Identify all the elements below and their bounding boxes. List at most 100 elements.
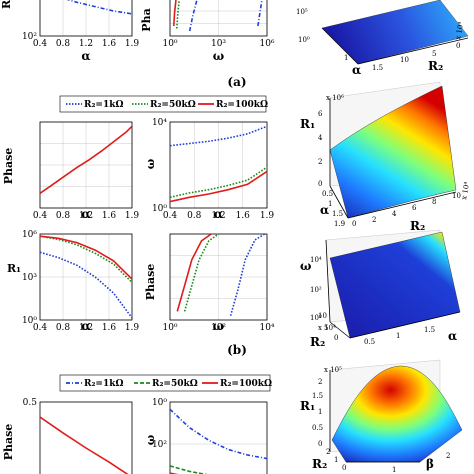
axes-frame-a-mid bbox=[169, 0, 268, 37]
surface-4-z-mult: x 10⁵ bbox=[324, 366, 342, 374]
surface-plot-1: 10⁵ 10⁰ 1 1.5 0 5 10 α R₂ x 10⁴ bbox=[296, 0, 469, 77]
surface-2-axis-left bbox=[329, 185, 349, 219]
axes-frame-a-left bbox=[39, 0, 133, 37]
surface-2-y-tick-3: 6 bbox=[412, 204, 417, 212]
xlabel-b-omega: α bbox=[214, 207, 223, 221]
x-tick-a-left-3: 1.6 bbox=[102, 39, 117, 49]
x-tick-b-r1-1: 0.8 bbox=[56, 323, 71, 333]
y-tick-a-left-0: 10² bbox=[22, 32, 37, 42]
legend-c-label-2: R₂=50kΩ bbox=[152, 379, 198, 389]
x-tick-a-mid-2: 10⁶ bbox=[259, 39, 274, 49]
series-line-a-mid-2 bbox=[188, 0, 198, 32]
legend-b-label-2: R₂=50kΩ bbox=[150, 100, 196, 110]
surface-1-axis-left bbox=[321, 27, 359, 65]
x-tick-b-phase-omega-0: 10⁰ bbox=[162, 323, 177, 333]
y-tick-c-omega-1: 10² bbox=[152, 440, 167, 450]
y-tick-b-r1-2: 10⁶ bbox=[22, 230, 37, 240]
surface-2-z-tick-3: 0 bbox=[318, 180, 322, 188]
x-tick-b-omega-2: 1.2 bbox=[211, 211, 225, 221]
surface-4-x-tick-1: 2 bbox=[446, 452, 450, 460]
x-tick-a-left-0: 0.4 bbox=[33, 39, 48, 49]
x-tick-a-mid-0: 10⁰ bbox=[162, 39, 177, 49]
ylabel-a-mid: Pha bbox=[140, 8, 153, 31]
panel-label-a: (a) bbox=[227, 75, 246, 89]
legend-b-label-1: R₂=1kΩ bbox=[84, 100, 123, 110]
surface-1-axis bbox=[357, 37, 469, 65]
ylabel-c-omega: ω bbox=[144, 434, 157, 445]
series-line-b-omega-0 bbox=[170, 125, 267, 147]
surface-4-z-tick-1: 1.5 bbox=[312, 392, 323, 400]
x-tick-b-phase-2: 1.2 bbox=[79, 211, 93, 221]
y-tick-b-r1-1: 10³ bbox=[22, 273, 37, 283]
xlabel-b-phase-omega: ω bbox=[213, 319, 224, 333]
axes-frame-b-omega bbox=[169, 121, 268, 209]
x-tick-b-phase-omega-1: 10² bbox=[211, 323, 226, 333]
axes-frame-c-phase bbox=[39, 401, 133, 474]
surface-3-axis-z bbox=[325, 239, 331, 323]
series-line-b-r1-1 bbox=[40, 235, 132, 283]
plot-a-mid: 10⁰ 10³ 10⁶ Pha ω bbox=[140, 0, 275, 63]
surface-1-y-tick-0: 0 bbox=[456, 42, 460, 50]
surface-2-face bbox=[329, 85, 457, 219]
ylabel-b-phase-omega: Phase bbox=[144, 264, 157, 301]
surface-3-x-tick-2: 1.5 bbox=[424, 326, 435, 334]
y-tick-b-r1-0: 10⁰ bbox=[22, 316, 37, 326]
surface-3-ylabel: R₂ bbox=[310, 335, 325, 349]
x-tick-b-r1-2: 1.2 bbox=[79, 323, 93, 333]
surface-3-y-tick-0: 10 bbox=[318, 312, 327, 320]
surface-4-zlabel: R₁ bbox=[300, 399, 315, 413]
x-tick-a-left-4: 1.9 bbox=[125, 39, 140, 49]
x-tick-b-r1-0: 0.4 bbox=[33, 323, 48, 333]
y-tick-b-omega-1: 10⁴ bbox=[152, 118, 167, 128]
surface-4-face bbox=[331, 365, 463, 463]
x-tick-b-phase-0: 0.4 bbox=[33, 211, 48, 221]
surface-4-y-tick-2: 0 bbox=[342, 464, 346, 472]
x-tick-a-left-1: 0.8 bbox=[56, 39, 71, 49]
ylabel-b-omega: ω bbox=[144, 158, 157, 169]
x-tick-b-r1-4: 1.9 bbox=[125, 323, 140, 333]
x-tick-b-r1-3: 1.6 bbox=[102, 323, 117, 333]
series-line-c-omega-0 bbox=[170, 408, 267, 460]
surface-3-zlabel: ω bbox=[300, 259, 311, 273]
surface-plot-2: x 10⁶ 6 4 2 0 R₁ 0.5 1 1.5 1.9 α 0 2 4 6… bbox=[300, 81, 471, 233]
surface-4-x-tick-0: 1 bbox=[392, 466, 396, 474]
series-line-c-phase-0 bbox=[40, 416, 129, 474]
xlabel-a-left: α bbox=[81, 49, 90, 63]
series-line-b-phase-omega-0 bbox=[176, 234, 212, 312]
surface-2-y-tick-1: 2 bbox=[372, 216, 376, 224]
surface-1-mult: x 10⁴ bbox=[454, 21, 465, 40]
x-tick-b-phase-omega-2: 10⁴ bbox=[259, 323, 274, 333]
surface-1-y-tick-2: 10 bbox=[400, 56, 409, 64]
surface-2-z-tick-1: 4 bbox=[318, 134, 323, 142]
surface-2-x-tick-3: 1.9 bbox=[334, 220, 345, 228]
axes-frame-b-phase bbox=[39, 121, 133, 209]
surface-3-mult: x 10⁴ bbox=[318, 324, 336, 332]
surface-plot-3: 10⁴ 10² 10⁰ ω x 10⁴ 10 5 0 R₂ 0.5 1 1.5 … bbox=[300, 229, 461, 349]
surface-4-z-tick-2: 1 bbox=[318, 408, 322, 416]
surface-3-y-tick-1: 5 bbox=[324, 324, 328, 332]
surface-3-z-tick-2: 10⁰ bbox=[310, 314, 322, 322]
surface-2-x-tick-0: 0.5 bbox=[322, 190, 333, 198]
surface-2-ylabel: R₂ bbox=[410, 219, 425, 233]
legend-c: R₂=1kΩ R₂=50kΩ R₂=100kΩ bbox=[59, 374, 272, 392]
surface-3-z-tick-0: 10⁴ bbox=[310, 256, 322, 264]
surface-2-y-tick-4: 8 bbox=[432, 198, 436, 206]
surface-1-x-tick-0: 1 bbox=[344, 54, 348, 62]
surface-3-x-tick-0: 0.5 bbox=[364, 338, 375, 346]
series-line-a-mid-3 bbox=[257, 0, 263, 27]
surface-2-xlabel: α bbox=[320, 203, 329, 217]
surface-2-zlabel: R₁ bbox=[300, 117, 315, 131]
surface-1-z-tick-1: 10⁵ bbox=[296, 8, 308, 16]
surface-4-y-tick-1: 1 bbox=[334, 456, 338, 464]
x-tick-b-omega-4: 1.9 bbox=[260, 211, 275, 221]
x-tick-b-phase-1: 0.8 bbox=[56, 211, 71, 221]
series-line-a-left-0 bbox=[66, 0, 132, 15]
surface-2-x-tick-1: 1 bbox=[328, 200, 332, 208]
series-line-b-omega-1 bbox=[170, 166, 267, 199]
series-line-a-mid-0 bbox=[173, 0, 177, 27]
x-tick-b-omega-0: 0.4 bbox=[163, 211, 178, 221]
legend-c-label-1: R₂=1kΩ bbox=[84, 379, 123, 389]
xlabel-a-mid: ω bbox=[213, 49, 224, 63]
